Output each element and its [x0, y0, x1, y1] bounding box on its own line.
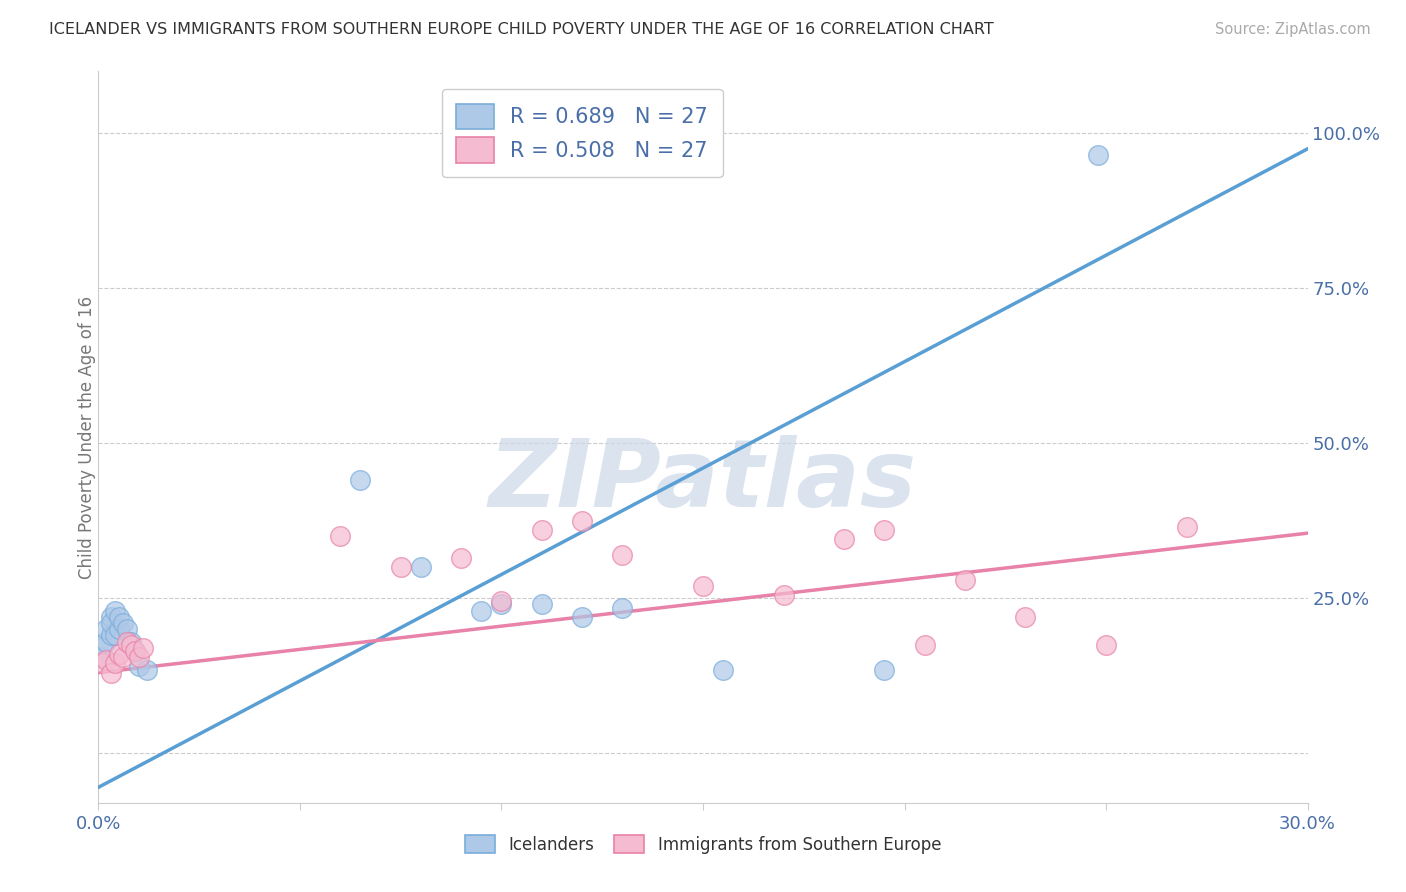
Legend: Icelanders, Immigrants from Southern Europe: Icelanders, Immigrants from Southern Eur… [458, 829, 948, 860]
Text: ZIPatlas: ZIPatlas [489, 435, 917, 527]
Point [873, 663, 896, 677]
Point [120, 638, 142, 652]
Point [96, 622, 118, 636]
Point [571, 610, 593, 624]
Point [329, 529, 352, 543]
Point [571, 514, 593, 528]
Point [111, 650, 134, 665]
Point [349, 474, 371, 488]
Point [120, 634, 142, 648]
Y-axis label: Child Poverty Under the Age of 16: Child Poverty Under the Age of 16 [79, 295, 96, 579]
Point [1175, 520, 1198, 534]
Point [100, 665, 122, 680]
Point [128, 650, 150, 665]
Point [470, 604, 492, 618]
Point [124, 644, 146, 658]
Point [91, 657, 114, 671]
Point [772, 588, 794, 602]
Point [953, 573, 976, 587]
Point [128, 659, 150, 673]
Point [91, 650, 114, 665]
Point [692, 579, 714, 593]
Point [914, 638, 936, 652]
Point [107, 622, 129, 636]
Point [91, 640, 114, 655]
Point [711, 663, 734, 677]
Point [107, 610, 129, 624]
Point [103, 604, 125, 618]
Point [96, 634, 118, 648]
Point [96, 653, 118, 667]
Point [389, 560, 412, 574]
Point [135, 663, 157, 677]
Point [491, 598, 513, 612]
Point [115, 622, 138, 636]
Point [612, 600, 634, 615]
Text: Source: ZipAtlas.com: Source: ZipAtlas.com [1215, 22, 1371, 37]
Point [100, 610, 122, 624]
Point [450, 551, 472, 566]
Text: ICELANDER VS IMMIGRANTS FROM SOUTHERN EUROPE CHILD POVERTY UNDER THE AGE OF 16 C: ICELANDER VS IMMIGRANTS FROM SOUTHERN EU… [49, 22, 994, 37]
Point [1095, 638, 1118, 652]
Point [530, 598, 553, 612]
Point [409, 560, 432, 574]
Point [124, 644, 146, 658]
Point [111, 615, 134, 630]
Point [612, 548, 634, 562]
Point [1087, 148, 1109, 162]
Point [103, 657, 125, 671]
Point [132, 640, 155, 655]
Point [873, 523, 896, 537]
Point [491, 594, 513, 608]
Point [107, 647, 129, 661]
Point [530, 523, 553, 537]
Point [100, 628, 122, 642]
Point [103, 628, 125, 642]
Point [832, 533, 855, 547]
Point [100, 615, 122, 630]
Point [1014, 610, 1036, 624]
Point [115, 634, 138, 648]
